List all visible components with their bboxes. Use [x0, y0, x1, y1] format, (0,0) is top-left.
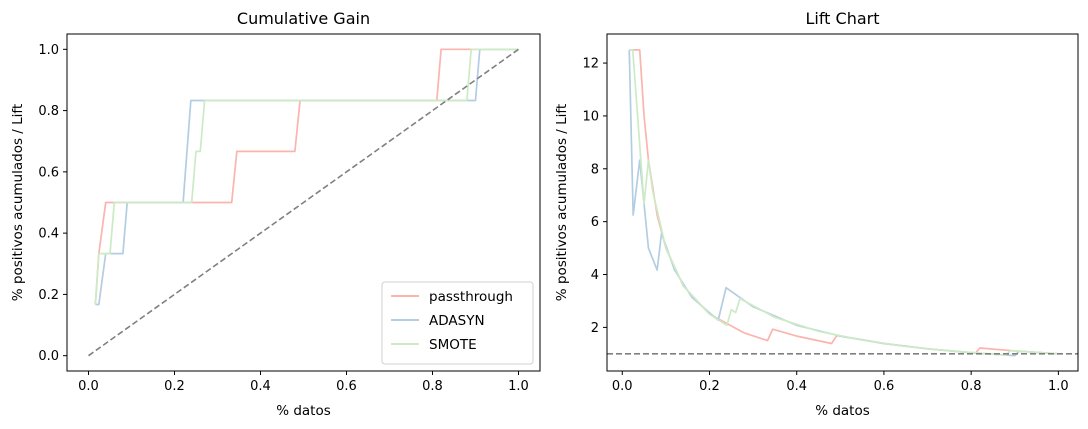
x-tick-label: 0.8	[961, 379, 982, 394]
x-tick-label: 0.0	[78, 379, 99, 394]
baseline-dashed-line	[88, 48, 519, 357]
legend: passthrough ADASYN SMOTE	[381, 281, 534, 365]
series-line-smote	[629, 49, 1059, 356]
y-axis-label: % positivos acumulados / Lift	[554, 104, 570, 301]
x-tick-label: 1.0	[508, 379, 529, 394]
legend-label-smote: SMOTE	[429, 337, 477, 353]
x-axis-label: % datos	[815, 403, 870, 419]
series-line-smote	[94, 48, 519, 305]
plot-frame	[66, 33, 541, 372]
ticks-layer: 0.0 0.2 0.4 0.6 0.8 1.0 0.0 0.2 0.4 0.6 0.8 1.0	[38, 43, 529, 394]
legend-box	[381, 281, 534, 365]
x-tick-label: 0.2	[699, 379, 720, 394]
y-tick-label: 0.4	[38, 227, 59, 242]
y-tick-label: 12	[582, 57, 599, 72]
legend-label-adasyn: ADASYN	[429, 313, 485, 329]
chart-title: Cumulative Gain	[237, 9, 370, 28]
y-tick-label: 8	[591, 162, 599, 177]
x-tick-label: 0.4	[250, 379, 271, 394]
y-tick-label: 6	[591, 215, 599, 230]
y-tick-label: 2	[591, 321, 599, 336]
y-tick-label: 0.2	[38, 288, 59, 303]
x-tick-label: 0.0	[612, 379, 633, 394]
x-tick-label: 0.6	[336, 379, 357, 394]
x-tick-label: 0.4	[786, 379, 807, 394]
y-tick-label: 1.0	[38, 43, 59, 58]
x-axis-label: % datos	[276, 403, 331, 419]
ticks-layer: 0.0 0.2 0.4 0.6 0.8 1.0 2 4 6 8 10 12	[582, 57, 1068, 394]
x-tick-label: 0.8	[422, 379, 443, 394]
y-tick-label: 0.0	[38, 349, 59, 364]
series-layer	[88, 48, 519, 357]
y-tick-label: 10	[582, 109, 599, 124]
y-tick-label: 0.8	[38, 104, 59, 119]
y-axis-label: % positivos acumulados / Lift	[10, 104, 26, 301]
cumulative-gain-chart: Cumulative Gain 0.0 0.2 0.4 0.6 0.8 1.0 0.0 0.2…	[10, 9, 541, 419]
y-tick-label: 4	[591, 268, 599, 283]
x-tick-label: 0.6	[874, 379, 895, 394]
legend-label-passthrough: passthrough	[429, 289, 513, 305]
x-tick-label: 1.0	[1048, 379, 1069, 394]
plot-frame	[606, 33, 1079, 372]
chart-title: Lift Chart	[805, 9, 879, 28]
series-layer	[607, 49, 1078, 357]
lift-chart: Lift Chart 0.0 0.2 0.4 0.6 0.8 1.0 2 4 6 8 10 12 % …	[554, 9, 1079, 419]
series-line-passthrough	[94, 48, 519, 305]
y-tick-label: 0.6	[38, 165, 59, 180]
x-tick-label: 0.2	[164, 379, 185, 394]
